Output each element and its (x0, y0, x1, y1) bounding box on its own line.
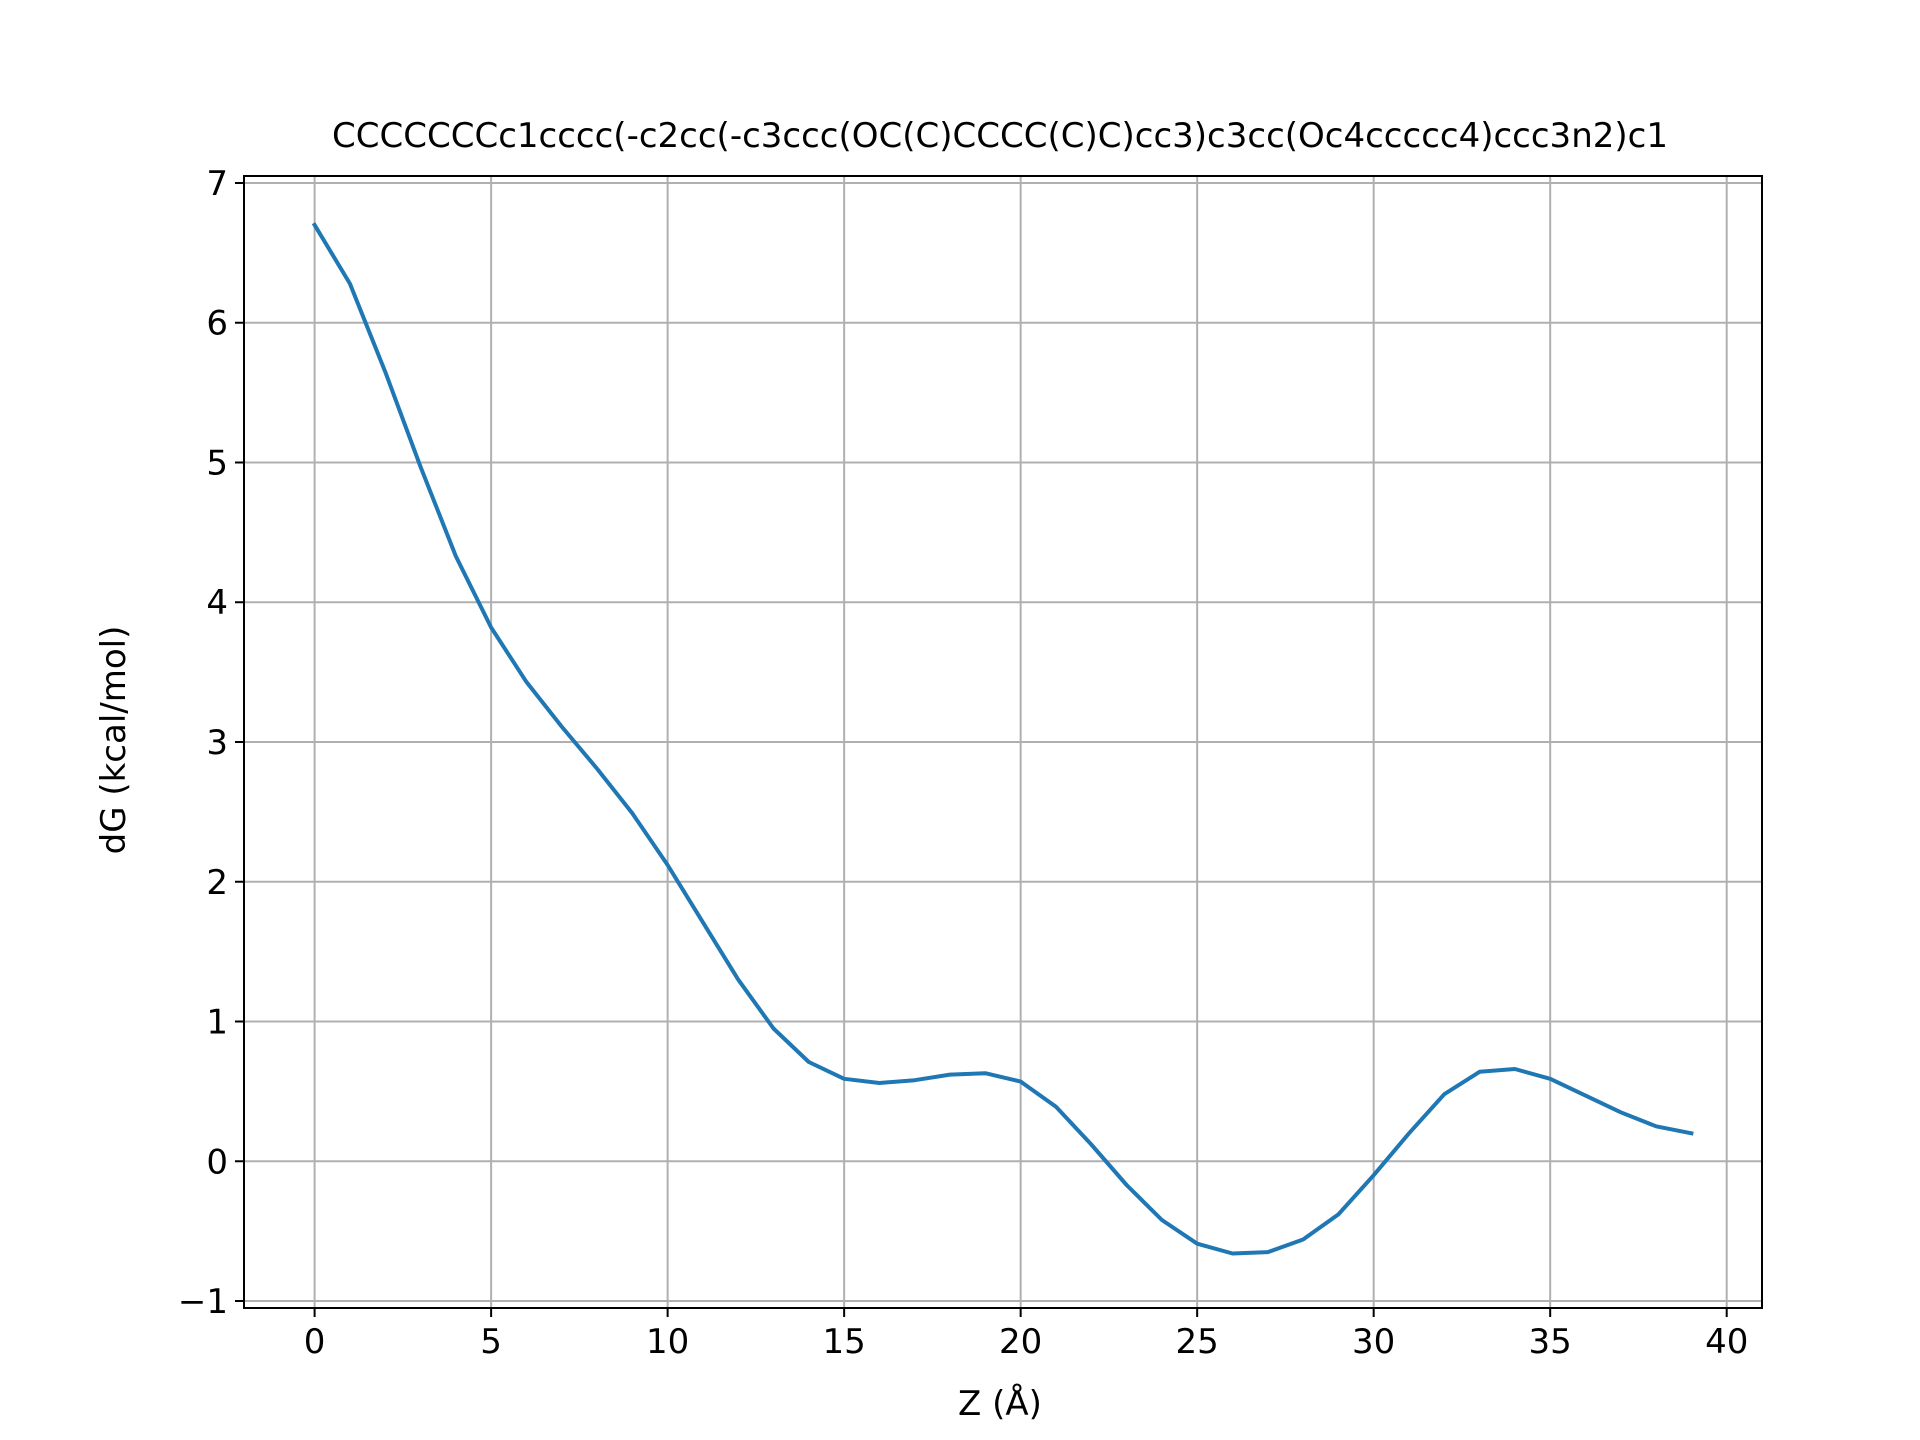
chart-title: CCCCCCCc1cccc(-c2cc(-c3ccc(OC(C)CCCC(C)C… (332, 116, 1668, 156)
y-tick-label: 3 (206, 723, 228, 763)
series-group (311, 222, 1694, 1256)
x-tick-label: 10 (646, 1322, 689, 1362)
y-axis-ticks: −1 0 1 2 3 4 5 6 7 (178, 164, 244, 1322)
grid-lines (244, 176, 1762, 1308)
x-tick-label: 0 (304, 1322, 326, 1362)
y-tick-label: 4 (206, 583, 228, 623)
y-tick-label: 6 (206, 304, 228, 344)
y-tick-label: −1 (178, 1282, 228, 1322)
x-tick-label: 30 (1352, 1322, 1395, 1362)
y-axis-label: dG (kcal/mol) (94, 626, 134, 855)
x-tick-label: 5 (480, 1322, 502, 1362)
x-tick-label: 40 (1705, 1322, 1748, 1362)
y-tick-label: 1 (206, 1003, 228, 1043)
y-tick-label: 7 (206, 164, 228, 204)
y-tick-label: 2 (206, 863, 228, 903)
x-tick-label: 20 (999, 1322, 1042, 1362)
y-tick-label: 5 (206, 443, 228, 483)
x-tick-label: 15 (823, 1322, 866, 1362)
x-tick-label: 35 (1529, 1322, 1572, 1362)
x-axis-label: Z (Å) (958, 1383, 1042, 1424)
series-line (311, 222, 1694, 1256)
y-tick-label: 0 (206, 1142, 228, 1182)
x-tick-label: 25 (1176, 1322, 1219, 1362)
x-axis-ticks: 0 5 10 15 20 25 30 35 40 (304, 1308, 1748, 1362)
